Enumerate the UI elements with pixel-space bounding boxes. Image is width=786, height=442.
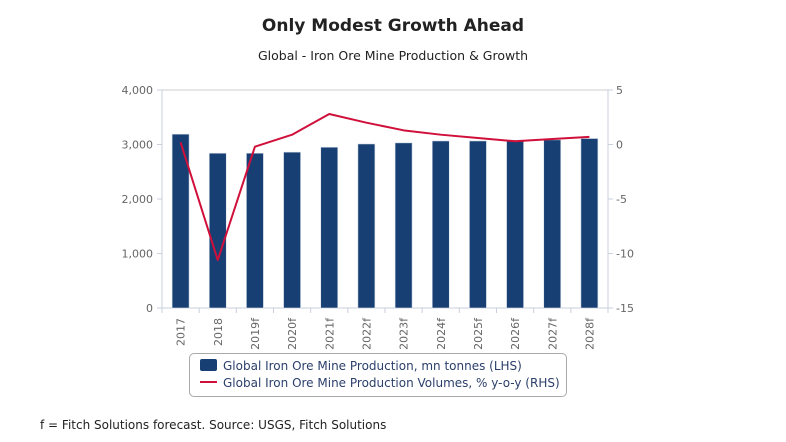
right-tick-label: -15 [616, 302, 634, 315]
legend-swatch-line [200, 381, 217, 383]
source-footnote: f = Fitch Solutions forecast. Source: US… [40, 418, 387, 432]
bar-2024f [431, 140, 450, 309]
x-tick-label: 2028f [583, 317, 596, 350]
bar-2019f [246, 152, 264, 309]
x-tick-label: 2027f [546, 317, 559, 350]
bar-2022f [357, 143, 376, 309]
x-tick-label: 2021f [323, 317, 336, 350]
left-tick-label: 0 [146, 302, 153, 315]
right-tick-label: -5 [616, 193, 627, 206]
bar-2027f [543, 139, 562, 309]
legend: Global Iron Ore Mine Production, mn tonn… [189, 353, 567, 397]
x-tick-label: 2018 [212, 318, 225, 346]
bar-2025f [469, 140, 487, 309]
left-tick-label: 1,000 [122, 248, 154, 261]
legend-label-growth: Global Iron Ore Mine Production Volumes,… [223, 376, 560, 390]
x-tick-label: 2025f [472, 317, 485, 350]
chart-title: Only Modest Growth Ahead [261, 16, 525, 36]
x-tick-label: 2020f [286, 317, 299, 350]
bar-2026f [506, 139, 524, 309]
right-tick-label: 0 [616, 139, 623, 152]
right-tick-label: -10 [616, 248, 634, 261]
left-tick-label: 3,000 [122, 139, 154, 152]
x-tick-label: 2024f [435, 317, 448, 350]
bar-2023f [394, 142, 413, 309]
legend-label-production: Global Iron Ore Mine Production, mn tonn… [223, 359, 522, 373]
x-tick-label: 2019f [249, 317, 262, 350]
bar-2017 [171, 133, 190, 309]
legend-item-production: Global Iron Ore Mine Production, mn tonn… [200, 359, 522, 373]
right-tick-label: 5 [616, 84, 623, 97]
legend-swatch-bar [200, 359, 217, 371]
bar-2028f [580, 138, 599, 309]
left-tick-label: 4,000 [122, 84, 154, 97]
bar-2018 [208, 152, 227, 309]
bar-2020f [283, 151, 301, 309]
legend-item-growth: Global Iron Ore Mine Production Volumes,… [200, 376, 560, 390]
x-tick-label: 2022f [360, 317, 373, 350]
x-tick-label: 2026f [509, 317, 522, 350]
left-tick-label: 2,000 [122, 193, 154, 206]
chart-subtitle: Global - Iron Ore Mine Production & Grow… [257, 48, 529, 63]
x-tick-label: 2023f [398, 317, 411, 350]
bar-2021f [320, 146, 339, 309]
x-tick-label: 2017 [175, 318, 188, 346]
growth-line [179, 112, 590, 262]
